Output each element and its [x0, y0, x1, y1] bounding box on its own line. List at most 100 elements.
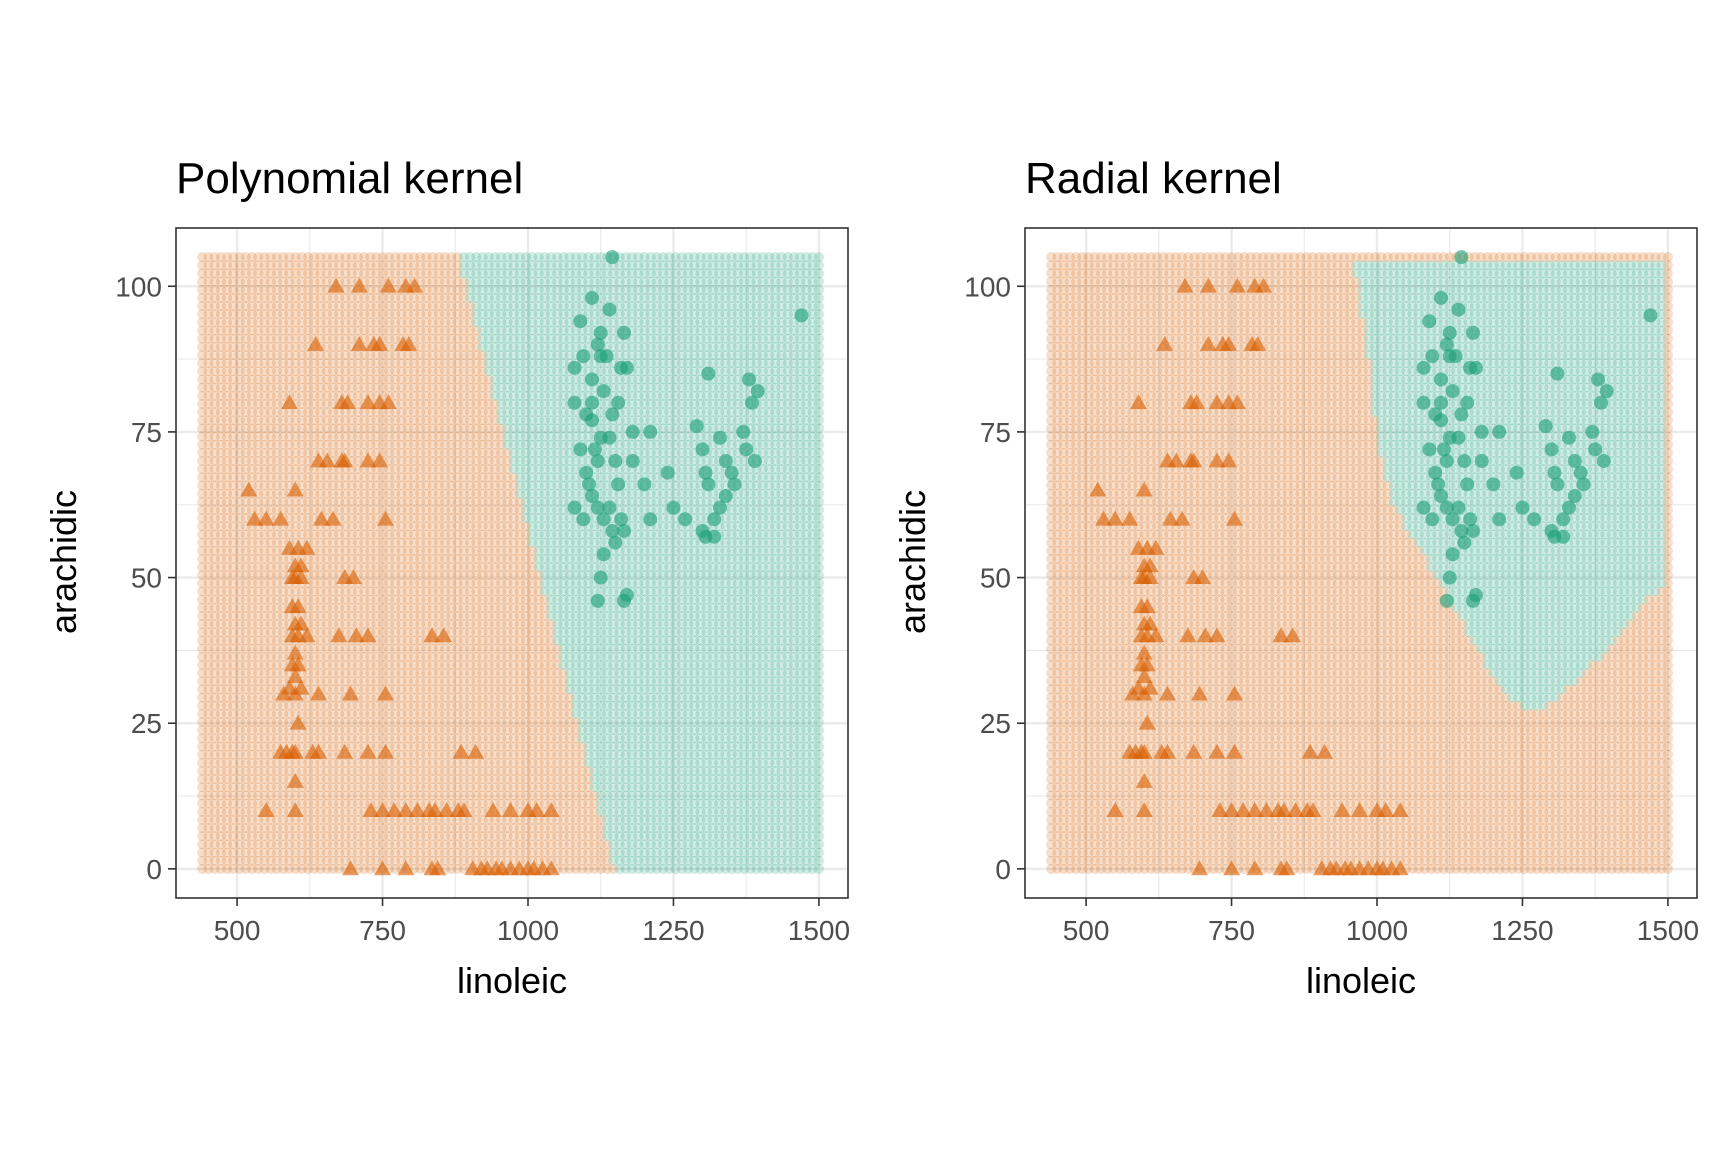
grid-point — [458, 847, 469, 858]
grid-point — [739, 863, 750, 875]
grid-point — [327, 863, 339, 875]
grid-point — [265, 847, 276, 858]
grid-point — [483, 847, 494, 858]
grid-point — [234, 855, 245, 866]
grid-point — [626, 847, 638, 858]
grid-point — [763, 863, 775, 875]
grid-point — [346, 847, 357, 858]
grid-point — [271, 863, 283, 875]
grid-point — [440, 847, 451, 858]
grid-point — [595, 847, 607, 858]
grid-point — [664, 863, 675, 875]
grid-point — [676, 855, 688, 866]
grid-point — [745, 863, 756, 875]
grid-point — [570, 847, 582, 858]
grid-point — [676, 847, 688, 858]
grid-point — [309, 863, 320, 875]
grid-point — [770, 863, 781, 875]
grid-point — [271, 847, 283, 858]
grid-point — [589, 847, 600, 858]
grid-point — [359, 863, 370, 875]
grid-point — [384, 847, 395, 858]
grid-point — [608, 855, 619, 866]
grid-point — [651, 855, 663, 866]
grid-point — [446, 855, 457, 866]
grid-point — [745, 847, 756, 858]
grid-point — [570, 855, 582, 866]
grid-point — [508, 847, 519, 858]
grid-point — [365, 847, 376, 858]
grid-point — [589, 863, 600, 875]
grid-point — [670, 847, 681, 858]
grid-point — [782, 855, 793, 866]
grid-point — [726, 855, 737, 866]
grid-point — [732, 847, 744, 858]
grid-point — [253, 863, 264, 875]
grid-point — [427, 847, 438, 858]
grid-point — [433, 847, 445, 858]
grid-point — [757, 847, 768, 858]
grid-point — [415, 847, 426, 858]
grid-point — [645, 863, 656, 875]
grid-point — [421, 847, 432, 858]
grid-point — [763, 855, 775, 866]
grid-point — [689, 847, 700, 858]
grid-point — [689, 855, 700, 866]
grid-point — [271, 855, 283, 866]
grid-point — [465, 847, 476, 858]
grid-point — [682, 855, 694, 866]
grid-point — [601, 847, 613, 858]
grid-point — [751, 863, 762, 875]
grid-point — [589, 855, 600, 866]
grid-point — [545, 847, 557, 858]
grid-point — [739, 847, 750, 858]
grid-point — [371, 855, 382, 866]
grid-point — [813, 855, 825, 866]
grid-point — [601, 863, 613, 875]
grid-point — [801, 863, 812, 875]
grid-point — [253, 847, 264, 858]
panel-title: Polynomial kernel — [176, 154, 523, 203]
grid-point — [782, 863, 793, 875]
grid-point — [240, 847, 251, 858]
grid-point — [583, 847, 594, 858]
grid-point — [390, 863, 401, 875]
grid-point — [203, 855, 214, 866]
grid-point — [303, 863, 314, 875]
grid-point — [222, 847, 233, 858]
grid-point — [726, 847, 737, 858]
grid-point — [714, 847, 725, 858]
grid-point — [558, 855, 569, 866]
grid-point — [209, 863, 220, 875]
grid-point — [390, 847, 401, 858]
grid-point — [695, 863, 706, 875]
grid-point — [365, 855, 376, 866]
grid-point — [290, 863, 301, 875]
grid-point — [396, 855, 407, 866]
grid-point — [296, 863, 308, 875]
grid-point — [471, 847, 482, 858]
grid-point — [265, 855, 276, 866]
grid-point — [284, 855, 295, 866]
grid-point — [651, 847, 663, 858]
grid-point — [440, 855, 451, 866]
grid-point — [340, 855, 351, 866]
grid-point — [670, 855, 681, 866]
grid-point — [215, 855, 226, 866]
grid-point — [215, 847, 226, 858]
grid-point — [359, 847, 370, 858]
grid-point — [763, 847, 775, 858]
grid-point — [514, 847, 526, 858]
grid-point — [639, 855, 650, 866]
grid-point — [720, 847, 731, 858]
grid-point — [309, 847, 320, 858]
grid-point — [701, 847, 712, 858]
grid-point — [639, 847, 650, 858]
grid-point — [303, 855, 314, 866]
grid-point — [421, 855, 432, 866]
grid-point — [757, 855, 768, 866]
grid-point — [583, 855, 594, 866]
grid-point — [408, 847, 420, 858]
grid-point — [284, 863, 295, 875]
